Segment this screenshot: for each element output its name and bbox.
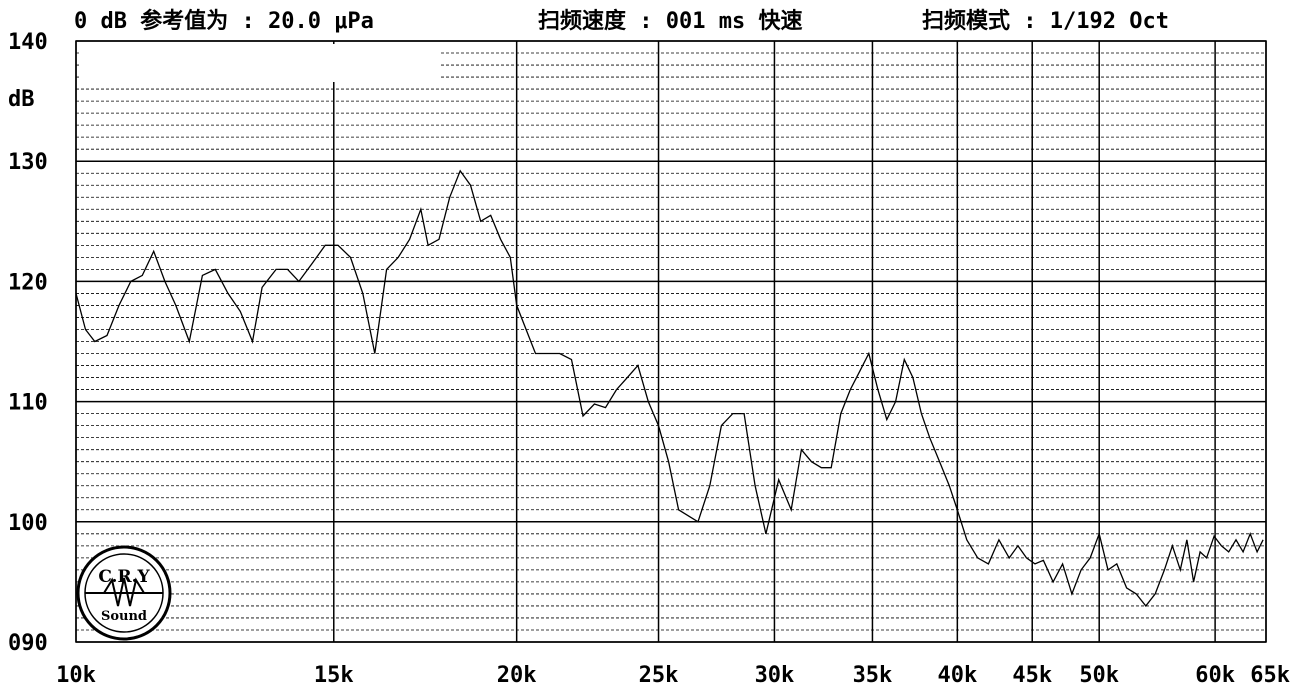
logo-bottom-text: Sound xyxy=(101,609,147,624)
x-tick-label: 30k xyxy=(755,663,795,688)
x-tick-label: 45k xyxy=(1012,663,1052,688)
x-tick-label: 65k xyxy=(1250,663,1290,688)
cry-sound-logo: C.R.Y Sound xyxy=(76,545,172,641)
x-tick-label: 35k xyxy=(853,663,893,688)
x-tick-label: 25k xyxy=(639,663,679,688)
y-tick-label: 110 xyxy=(8,391,48,416)
series-line xyxy=(75,169,1264,607)
x-tick-label: 10k xyxy=(56,663,96,688)
y-tick-label: 100 xyxy=(8,511,48,536)
x-tick-labels: 10k 15k 20k 25k 30k 35k 40k 45k 50k 60k 65k xyxy=(56,663,1290,688)
x-tick-label: 50k xyxy=(1079,663,1119,688)
y-tick-labels: 140 130 120 110 100 090 xyxy=(8,30,48,656)
x-tick-label: 20k xyxy=(497,663,537,688)
blank-label-area xyxy=(79,44,441,82)
y-tick-label: 120 xyxy=(8,270,48,295)
series-group xyxy=(75,169,1264,607)
plot-frame xyxy=(75,40,1267,643)
x-tick-label: 15k xyxy=(314,663,354,688)
y-tick-label: 090 xyxy=(8,631,48,656)
x-tick-label: 40k xyxy=(937,663,977,688)
header-reference: 0 dB 参考值为 : 20.0 μPa xyxy=(74,8,374,34)
y-tick-label: 140 xyxy=(8,30,48,55)
minor-gridlines xyxy=(76,52,1266,631)
logo-top-text: C.R.Y xyxy=(98,567,150,587)
header-sweep-speed: 扫频速度 : 001 ms 快速 xyxy=(538,8,802,34)
x-tick-label: 60k xyxy=(1195,663,1235,688)
y-tick-label: 130 xyxy=(8,150,48,175)
y-axis-label: dB xyxy=(8,87,35,112)
header-sweep-mode: 扫频模式 : 1/192 Oct xyxy=(922,9,1169,34)
